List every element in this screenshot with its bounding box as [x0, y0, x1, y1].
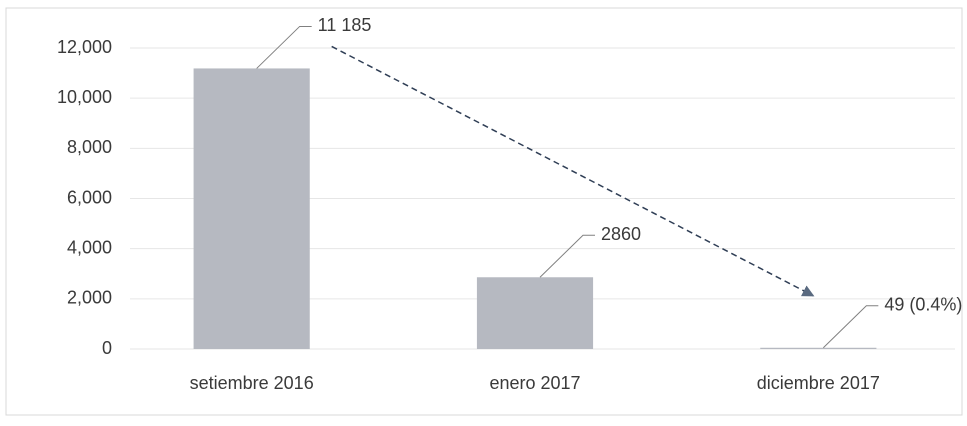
value-label: 11 185	[318, 15, 372, 35]
bar	[193, 68, 310, 349]
trend-arrow	[331, 45, 815, 297]
x-tick-label: enero 2017	[489, 373, 580, 393]
label-leader	[822, 305, 879, 349]
chart-frame	[5, 7, 963, 416]
label-leader	[539, 234, 595, 278]
y-tick-label: 2,000	[67, 288, 112, 308]
bar	[476, 277, 594, 349]
label-leader	[256, 25, 312, 69]
x-tick-label: diciembre 2017	[757, 373, 880, 393]
y-tick-label: 0	[102, 338, 112, 358]
value-label: 2860	[601, 224, 641, 244]
y-tick-label: 8,000	[67, 137, 112, 157]
y-tick-label: 12,000	[57, 37, 112, 57]
y-tick-label: 6,000	[67, 187, 112, 207]
y-tick-label: 4,000	[67, 237, 112, 257]
y-tick-label: 10,000	[57, 87, 112, 107]
value-label: 49 (0.4%)	[884, 295, 962, 315]
bar	[760, 347, 877, 349]
x-tick-label: setiembre 2016	[190, 373, 314, 393]
